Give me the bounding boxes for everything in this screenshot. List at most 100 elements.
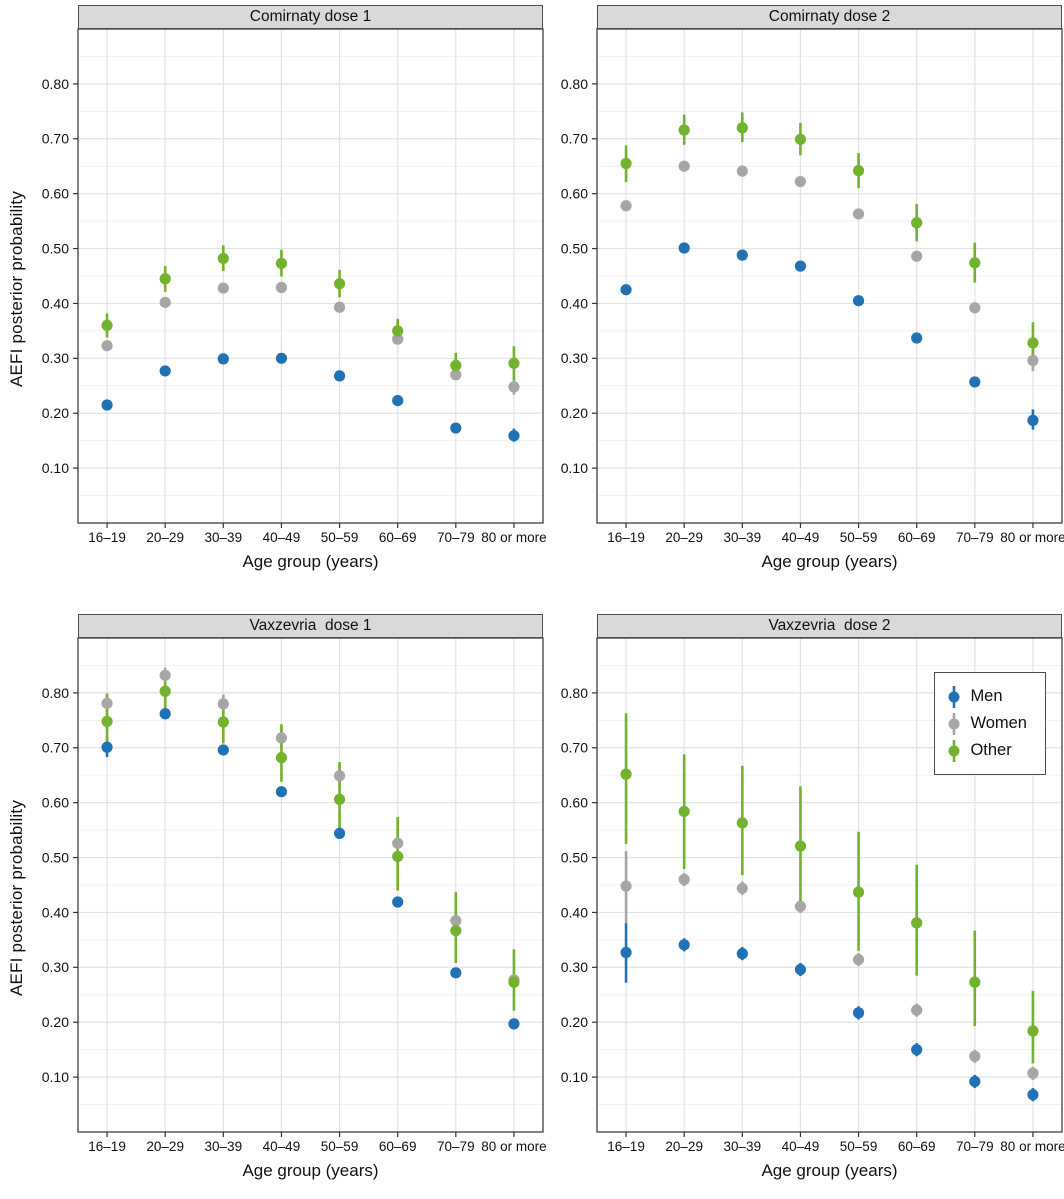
svg-text:0.80: 0.80 <box>42 76 69 92</box>
facet-strip-vaxzevria-dose-1: Vaxzevria dose 1 <box>78 614 543 638</box>
svg-text:16–19: 16–19 <box>88 530 126 545</box>
svg-text:70–79: 70–79 <box>956 1139 994 1154</box>
svg-text:0.20: 0.20 <box>42 405 69 421</box>
figure-row-2: AEFI posterior probability Vaxzevria dos… <box>0 614 1064 1181</box>
svg-text:60–69: 60–69 <box>379 530 417 545</box>
svg-text:0.30: 0.30 <box>42 959 69 975</box>
plot-area-comirnaty-dose-1: 0.10 0.20 0.30 0.40 0.50 0.60 0.70 0.80 16–19 20–… <box>32 28 547 549</box>
svg-text:30–39: 30–39 <box>205 530 243 545</box>
svg-text:0.10: 0.10 <box>561 460 588 476</box>
svg-text:0.10: 0.10 <box>561 1069 588 1085</box>
facet-strip-comirnaty-dose-1: Comirnaty dose 1 <box>78 5 543 29</box>
svg-text:0.70: 0.70 <box>42 131 69 147</box>
svg-text:50–59: 50–59 <box>321 530 359 545</box>
legend-item-women: Women <box>947 710 1027 737</box>
svg-text:0.10: 0.10 <box>42 1069 69 1085</box>
svg-text:20–29: 20–29 <box>665 530 703 545</box>
svg-text:70–79: 70–79 <box>437 530 475 545</box>
x-axis-title: Age group (years) <box>761 552 898 571</box>
plot-area-vaxzevria-dose-1: 0.10 0.20 0.30 0.40 0.50 0.60 0.70 0.80 16–19 20–… <box>32 637 547 1158</box>
svg-text:0.30: 0.30 <box>561 350 588 366</box>
facet-strip-comirnaty-dose-2: Comirnaty dose 2 <box>597 5 1062 29</box>
strip-title: Vaxzevria dose 1 <box>249 617 372 634</box>
panel-plot-vaxzevria-dose-1: 0.10 0.20 0.30 0.40 0.50 0.60 0.70 0.80 16–19 20–… <box>42 637 547 1154</box>
legend-item-men: Men <box>947 683 1027 710</box>
svg-text:0.50: 0.50 <box>42 849 69 865</box>
svg-text:0.60: 0.60 <box>561 186 588 202</box>
svg-text:0.70: 0.70 <box>561 131 588 147</box>
svg-text:0.40: 0.40 <box>561 904 588 920</box>
svg-text:0.10: 0.10 <box>42 460 69 476</box>
svg-text:0.40: 0.40 <box>42 904 69 920</box>
panel-plot-comirnaty-dose-1: 0.10 0.20 0.30 0.40 0.50 0.60 0.70 0.80 16–19 20–… <box>42 28 547 545</box>
facet-vaxzevria-dose-1: Vaxzevria dose 1 0.10 0.20 0.30 0.40 0.50 0.6… <box>32 614 547 1181</box>
svg-text:60–69: 60–69 <box>898 530 936 545</box>
x-axis-title: Age group (years) <box>242 1161 379 1180</box>
svg-text:80 or more: 80 or more <box>481 1139 546 1154</box>
svg-text:0.70: 0.70 <box>42 740 69 756</box>
figure-row-1: AEFI posterior probability Comirnaty dos… <box>0 5 1064 572</box>
svg-text:0.60: 0.60 <box>42 186 69 202</box>
svg-text:60–69: 60–69 <box>898 1139 936 1154</box>
legend-item-other: Other <box>947 737 1027 764</box>
svg-text:20–29: 20–29 <box>146 1139 184 1154</box>
svg-text:50–59: 50–59 <box>321 1139 359 1154</box>
plot-area-vaxzevria-dose-2: 0.10 0.20 0.30 0.40 0.50 0.60 0.70 0.80 16–19 20–… <box>551 637 1064 1158</box>
svg-text:0.50: 0.50 <box>42 240 69 256</box>
strip-title: Comirnaty dose 1 <box>249 8 372 25</box>
svg-text:0.30: 0.30 <box>42 350 69 366</box>
svg-text:50–59: 50–59 <box>840 1139 878 1154</box>
svg-text:70–79: 70–79 <box>437 1139 475 1154</box>
svg-text:0.40: 0.40 <box>561 295 588 311</box>
facet-comirnaty-dose-2: Comirnaty dose 2 0.10 0.20 0.30 0.40 0.50 0.6… <box>551 5 1064 572</box>
men-pointrange-icon <box>948 685 960 708</box>
svg-text:0.50: 0.50 <box>561 240 588 256</box>
legend: Men Women Other <box>934 672 1046 775</box>
legend-label-men: Men <box>970 687 1003 705</box>
y-axis-title-row1: AEFI posterior probability <box>7 190 26 387</box>
svg-text:0.60: 0.60 <box>561 795 588 811</box>
facet-strip-vaxzevria-dose-2: Vaxzevria dose 2 <box>597 614 1062 638</box>
svg-text:30–39: 30–39 <box>205 1139 243 1154</box>
legend-label-women: Women <box>970 714 1027 732</box>
svg-text:50–59: 50–59 <box>840 530 878 545</box>
svg-text:40–49: 40–49 <box>263 530 301 545</box>
x-axis-title: Age group (years) <box>242 552 379 571</box>
svg-text:0.20: 0.20 <box>561 405 588 421</box>
svg-text:40–49: 40–49 <box>782 1139 820 1154</box>
svg-text:16–19: 16–19 <box>88 1139 126 1154</box>
svg-text:0.80: 0.80 <box>42 685 69 701</box>
strip-title: Comirnaty dose 2 <box>768 8 891 25</box>
svg-text:0.20: 0.20 <box>561 1014 588 1030</box>
svg-text:0.20: 0.20 <box>42 1014 69 1030</box>
svg-text:0.50: 0.50 <box>561 849 588 865</box>
svg-text:70–79: 70–79 <box>956 530 994 545</box>
legend-label-other: Other <box>970 741 1012 759</box>
other-pointrange-icon <box>948 739 960 762</box>
women-pointrange-icon <box>948 712 960 735</box>
svg-text:16–19: 16–19 <box>607 1139 645 1154</box>
x-axis-title: Age group (years) <box>761 1161 898 1180</box>
svg-text:40–49: 40–49 <box>263 1139 301 1154</box>
y-axis-title-row2: AEFI posterior probability <box>7 799 26 996</box>
panel-plot-comirnaty-dose-2: 0.10 0.20 0.30 0.40 0.50 0.60 0.70 0.80 16–19 20–… <box>561 28 1064 545</box>
svg-text:60–69: 60–69 <box>379 1139 417 1154</box>
svg-text:20–29: 20–29 <box>146 530 184 545</box>
svg-text:0.60: 0.60 <box>42 795 69 811</box>
svg-text:0.70: 0.70 <box>561 740 588 756</box>
svg-text:0.80: 0.80 <box>561 685 588 701</box>
svg-text:0.40: 0.40 <box>42 295 69 311</box>
svg-text:0.30: 0.30 <box>561 959 588 975</box>
svg-text:80 or more: 80 or more <box>1000 1139 1064 1154</box>
facet-vaxzevria-dose-2: Vaxzevria dose 2 0.10 0.20 0.30 0.40 0.50 0.6… <box>551 614 1064 1181</box>
svg-text:0.80: 0.80 <box>561 76 588 92</box>
strip-title: Vaxzevria dose 2 <box>768 617 891 634</box>
plot-area-comirnaty-dose-2: 0.10 0.20 0.30 0.40 0.50 0.60 0.70 0.80 16–19 20–… <box>551 28 1064 549</box>
facet-comirnaty-dose-1: Comirnaty dose 1 0.10 0.20 0.30 0.40 0.50 0.6… <box>32 5 547 572</box>
svg-text:40–49: 40–49 <box>782 530 820 545</box>
svg-text:30–39: 30–39 <box>724 1139 762 1154</box>
svg-text:16–19: 16–19 <box>607 530 645 545</box>
svg-text:80 or more: 80 or more <box>481 530 546 545</box>
svg-text:20–29: 20–29 <box>665 1139 703 1154</box>
